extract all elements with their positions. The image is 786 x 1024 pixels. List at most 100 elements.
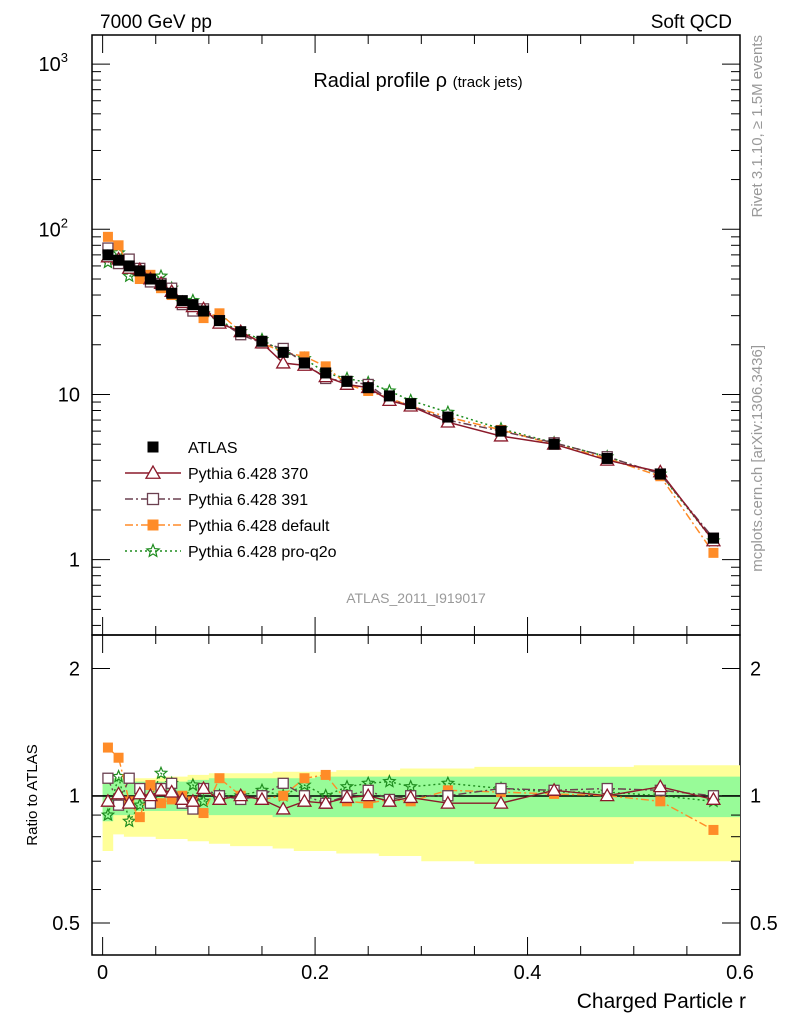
data-point	[198, 313, 209, 324]
data-point	[298, 357, 310, 369]
data-point	[123, 260, 135, 272]
legend-label: Pythia 6.428 391	[188, 492, 308, 509]
ratio-data-point	[254, 791, 270, 805]
ratio-data-point	[403, 779, 418, 793]
legend: ATLAS Pythia 6.428 370 Pythia 6.428 391 Pyt…	[125, 440, 337, 561]
ratio-data-point	[198, 808, 209, 819]
data-point	[601, 452, 613, 464]
main-ytick-label-exponent: 2	[61, 215, 68, 230]
ratio-data-point	[100, 807, 116, 822]
ratio-data-point	[113, 752, 124, 763]
ratio-ytick-label: 1	[69, 786, 80, 808]
data-point	[166, 287, 178, 299]
ratio-data-point	[132, 797, 147, 812]
data-point	[102, 231, 113, 242]
ratio-series-pythia-6-428-370	[100, 778, 722, 815]
legend-marker	[144, 464, 162, 479]
main-title-text: Radial profile	[313, 70, 430, 92]
ratio-data-point	[153, 782, 169, 796]
data-point	[707, 532, 719, 544]
ratio-data-point	[142, 787, 159, 802]
data-point	[256, 335, 268, 347]
data-point	[235, 326, 247, 338]
ratio-data-point	[320, 769, 331, 780]
ratio-data-point	[132, 786, 148, 800]
main-title-symbol: ρ	[436, 70, 447, 92]
ratio-data-point	[382, 774, 397, 788]
ratio-data-point	[296, 793, 313, 807]
xtick-label: 0.4	[514, 962, 542, 984]
ratio-data-point	[100, 793, 116, 807]
data-point	[383, 390, 395, 402]
ratio-data-point	[339, 789, 355, 804]
ratio-data-point	[166, 794, 177, 805]
main-ytick-label-base: 10	[39, 54, 61, 76]
data-point	[187, 299, 199, 311]
main-ytick-label-base: 1	[69, 550, 80, 572]
main-title-suffix: (track jets)	[453, 74, 523, 91]
ratio-data-point	[381, 793, 398, 807]
legend-marker	[146, 492, 160, 506]
data-point	[113, 254, 125, 266]
ratio-data-point	[214, 773, 225, 784]
ratio-data-point	[493, 795, 509, 809]
data-point	[341, 375, 353, 387]
data-point	[213, 315, 225, 327]
data-point	[320, 361, 331, 372]
main-ytick-label-base: 10	[39, 219, 61, 241]
ratio-ytick-label-right: 1	[750, 786, 761, 808]
data-point	[134, 274, 145, 285]
ratio-ticks: 0.5 0.5 1 1 2 2	[52, 658, 778, 935]
ratio-data-point	[599, 787, 615, 802]
ratio-data-point	[110, 786, 127, 800]
data-point	[134, 265, 146, 277]
ratio-data-point	[196, 793, 211, 808]
xtick-label: 0.2	[301, 962, 329, 984]
ratio-data-point	[156, 798, 167, 809]
ratio-data-point	[185, 793, 201, 807]
main-ytick-label: 102	[39, 215, 68, 241]
ratio-ytick-label: 0.5	[52, 913, 80, 935]
ratio-data-point	[277, 777, 289, 789]
series-atlas	[102, 249, 719, 544]
series-line	[107, 251, 714, 542]
ratio-data-point	[121, 795, 137, 809]
main-ytick-label: 10	[58, 384, 80, 406]
ratio-series	[100, 742, 722, 835]
data-point	[214, 308, 225, 319]
ratio-data-point	[339, 779, 355, 793]
legend-label: ATLAS	[188, 440, 238, 457]
ratio-data-point	[403, 789, 419, 804]
data-point	[155, 279, 167, 291]
data-point	[198, 305, 210, 317]
x-axis-ticks: 0 0.2 0.4 0.6	[97, 635, 754, 984]
legend-label: Pythia 6.428 default	[188, 518, 330, 535]
ratio-data-point	[123, 772, 135, 784]
legend-marker	[147, 441, 159, 453]
ratio-data-point	[102, 772, 114, 784]
ratio-data-point	[275, 801, 291, 815]
xtick-label: 0	[97, 962, 108, 984]
main-series	[100, 231, 722, 558]
ratio-data-point	[652, 778, 668, 793]
xtick-label: 0.6	[726, 962, 754, 984]
ratio-data-point	[185, 777, 201, 792]
data-point	[405, 398, 417, 410]
data-point	[320, 367, 332, 379]
ratio-ytick-label-right: 0.5	[750, 913, 778, 935]
ratio-ytick-label-right: 2	[750, 658, 761, 680]
ratio-data-point	[102, 742, 113, 753]
ratio-data-point	[211, 791, 228, 805]
header-left: 7000 GeV pp	[100, 12, 212, 33]
data-point	[144, 273, 156, 285]
ratio-data-point	[360, 787, 376, 802]
data-point	[102, 249, 114, 261]
data-point	[299, 351, 310, 362]
ratio-data-point	[495, 782, 507, 795]
ratio-data-point	[705, 791, 722, 805]
legend-label: Pythia 6.428 pro-q2o	[188, 544, 337, 561]
main-ytick-label-exponent: 3	[61, 50, 68, 65]
ratio-data-point	[299, 773, 310, 784]
ratio-data-point	[195, 780, 212, 795]
